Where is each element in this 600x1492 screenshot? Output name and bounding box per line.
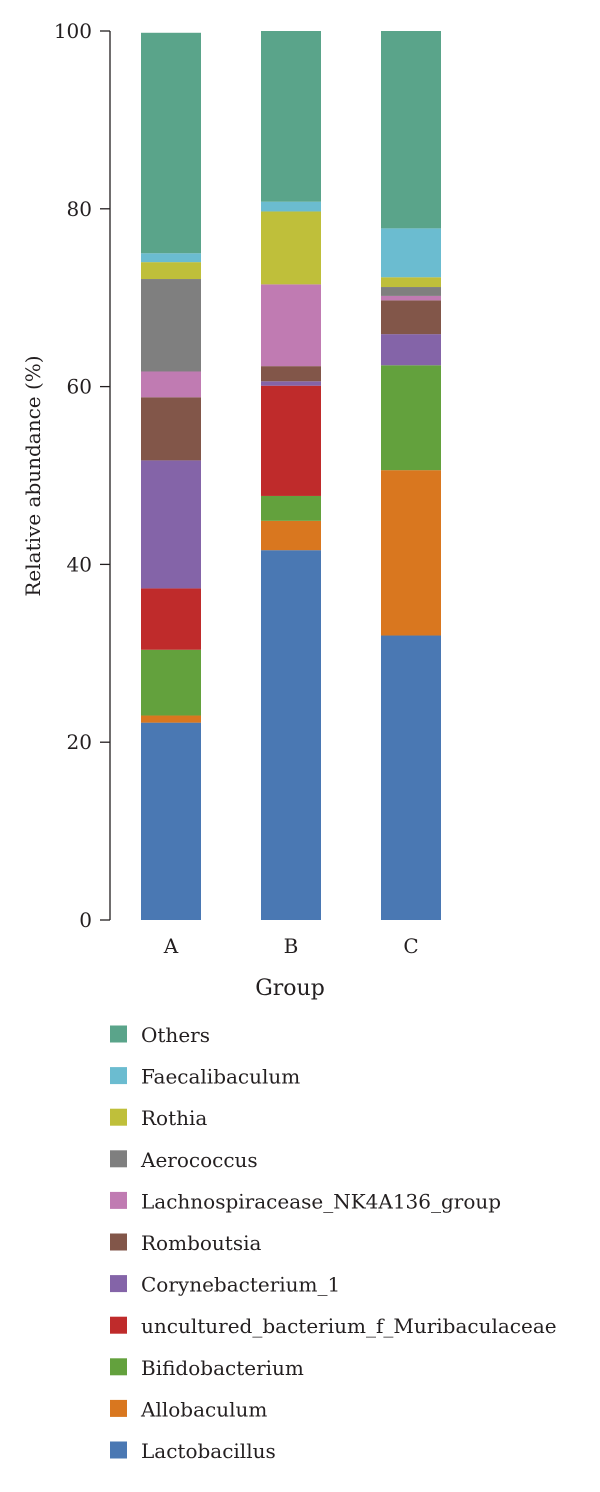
legend-swatch [110,1108,127,1126]
bar-segment-a-rothia [141,262,201,280]
y-tick-label: 100 [54,19,92,43]
legend-label: Bifidobacterium [141,1356,304,1380]
legend-swatch [110,1275,127,1293]
legend-item: Others [110,1023,210,1047]
bar-segment-b-lactobacillus [261,550,321,920]
legend-item: Aerococcus [110,1148,258,1172]
legend-label: Faecalibaculum [141,1065,300,1089]
legend-label: Others [141,1023,210,1047]
bar-segment-a-lactobacillus [141,722,201,920]
legend-swatch [110,1067,127,1085]
bar-segment-a-bifidobacterium [141,649,201,716]
bar-segment-b-allobaculum [261,520,321,551]
legend-swatch [110,1316,127,1334]
bar-segment-a-allobaculum [141,715,201,723]
legend-label: Lactobacillus [141,1439,276,1463]
bar-segment-c-lactobacillus [381,635,441,920]
bar-segment-b-corynebacterium-1 [261,381,321,386]
legend-item: Lachnospiracease_NK4A136_group [110,1189,501,1213]
bar-segment-c-aerococcus [381,287,441,296]
legend-swatch [110,1441,127,1459]
y-tick-label: 80 [67,197,92,221]
x-axis-ticks: A B C [163,934,419,958]
bar-segment-a-lachnospiracease-nk4a136-group [141,371,201,398]
legend-label: Allobaculum [140,1397,267,1421]
bar-segment-a-corynebacterium-1 [141,460,201,589]
bar-segment-c-bifidobacterium [381,365,441,471]
bar-segment-c-allobaculum [381,470,441,636]
bars-layer [141,31,441,920]
bar-segment-c-lachnospiracease-nk4a136-group [381,295,441,301]
legend-item: Faecalibaculum [110,1065,300,1089]
y-axis-title: Relative abundance (%) [21,355,45,596]
legend-swatch [110,1399,127,1417]
legend-swatch [110,1150,127,1168]
legend-item: Bifidobacterium [110,1356,304,1380]
x-tick-label: C [403,934,418,958]
bar-segment-b-rothia [261,211,321,285]
bar-segment-a-romboutsia [141,397,201,461]
y-axis: 0 20 40 60 80 100 [54,19,111,932]
legend-swatch [110,1233,127,1251]
y-tick-label: 40 [67,552,92,576]
bar-segment-c-others [381,31,441,229]
bar-segment-a-aerococcus [141,279,201,372]
bar-segment-a-others [141,32,201,254]
legend-item: Lactobacillus [110,1439,276,1463]
legend-label: Rothia [141,1106,207,1130]
legend-item: Corynebacterium_1 [110,1273,340,1297]
legend-item: Allobaculum [110,1397,267,1421]
legend-swatch [110,1358,127,1376]
legend-swatch [110,1025,127,1043]
legend: Others Faecalibaculum Rothia Aerococcus Lach… [110,1023,557,1463]
legend-label: Aerococcus [140,1148,258,1172]
bar-segment-c-romboutsia [381,300,441,335]
y-tick-label: 60 [67,375,92,399]
bar-segment-b-bifidobacterium [261,495,321,521]
bar-segment-b-others [261,31,321,202]
bar-segment-c-rothia [381,277,441,288]
bar-segment-c-corynebacterium-1 [381,334,441,366]
x-axis-title: Group [255,976,325,1001]
legend-label: Lachnospiracease_NK4A136_group [141,1189,501,1213]
legend-item: uncultured_bacterium_f_Muribaculaceae [110,1314,557,1338]
bar-segment-a-uncultured-bacterium-f-muribaculaceae [141,588,201,650]
bar-segment-a-faecalibaculum [141,253,201,263]
bar-segment-b-lachnospiracease-nk4a136-group [261,284,321,367]
legend-item: Romboutsia [110,1231,261,1255]
legend-label: Romboutsia [141,1231,261,1255]
legend-label: uncultured_bacterium_f_Muribaculaceae [141,1314,557,1338]
bar-segment-c-faecalibaculum [381,228,441,278]
y-tick-label: 20 [67,730,92,754]
legend-item: Rothia [110,1106,207,1130]
x-tick-label: A [163,934,179,958]
x-tick-label: B [284,934,299,958]
legend-swatch [110,1191,127,1209]
bar-segment-b-romboutsia [261,366,321,382]
bar-segment-b-uncultured-bacterium-f-muribaculaceae [261,385,321,496]
bar-segment-b-faecalibaculum [261,201,321,212]
y-tick-label: 0 [79,908,92,932]
legend-label: Corynebacterium_1 [141,1273,340,1297]
